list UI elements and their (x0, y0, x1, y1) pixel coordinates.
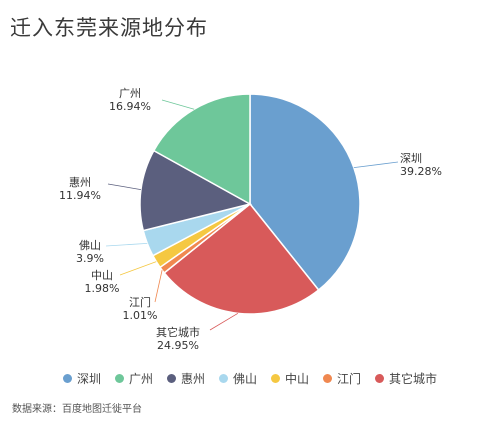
slice-value-label-1: 24.95% (157, 339, 199, 352)
legend-marker-2 (166, 374, 176, 383)
slice-category-label-6: 广州 (119, 87, 141, 100)
leader-line-2 (154, 270, 163, 303)
legend-marker-6 (375, 374, 385, 383)
leader-line-5 (107, 183, 142, 190)
legend-marker-4 (271, 374, 280, 383)
pie-slice-5 (139, 149, 253, 232)
slice-category-label-2: 江门 (129, 295, 151, 309)
slice-category-label-4: 佛山 (79, 239, 101, 252)
chart-legend: 深圳 广州 惠州 佛山 中山 江门 其它城市 (0, 370, 500, 387)
legend-label-2: 惠州 (180, 372, 205, 386)
legend-label-1: 广州 (128, 372, 153, 386)
slice-value-label-4: 3.9% (76, 252, 104, 265)
legend-marker-3 (218, 374, 228, 383)
slice-value-label-2: 1.01% (123, 309, 158, 322)
legend-item-3: 佛山 (218, 370, 257, 387)
legend-marker-1 (114, 374, 124, 383)
legend-item-2: 惠州 (166, 370, 205, 387)
legend-label-0: 深圳 (76, 372, 101, 386)
legend-marker-0 (62, 374, 72, 383)
legend-item-6: 其它城市 (375, 370, 437, 387)
legend-item-0: 深圳 (62, 370, 101, 387)
legend-label-3: 佛山 (232, 372, 257, 386)
slice-value-label-0: 39.28% (400, 165, 442, 178)
legend-label-5: 江门 (337, 372, 362, 386)
slice-value-label-6: 16.94% (109, 100, 151, 113)
legend-marker-5 (323, 374, 333, 383)
slice-value-label-3: 1.98% (85, 282, 120, 295)
legend-item-4: 中山 (271, 370, 309, 387)
leader-line-6 (161, 99, 195, 110)
leader-line-0 (353, 161, 399, 169)
chart-title: 迁入东莞来源地分布 (10, 16, 208, 40)
slice-category-label-3: 中山 (91, 269, 113, 282)
slice-value-label-5: 11.94% (59, 189, 101, 202)
pie-slice-6 (152, 93, 251, 206)
source-note: 数据来源：百度地图迁徙平台 (12, 404, 142, 415)
leader-line-4 (105, 242, 148, 247)
slice-category-label-0: 深圳 (400, 152, 422, 165)
leader-line-3 (119, 261, 157, 276)
legend-label-6: 其它城市 (389, 372, 438, 386)
slice-category-label-1: 其它城市 (156, 325, 200, 339)
legend-item-5: 江门 (323, 370, 361, 387)
slice-category-label-5: 惠州 (69, 175, 91, 189)
legend-item-1: 广州 (114, 370, 153, 387)
legend-label-4: 中山 (285, 372, 310, 386)
leader-line-1 (209, 312, 239, 331)
